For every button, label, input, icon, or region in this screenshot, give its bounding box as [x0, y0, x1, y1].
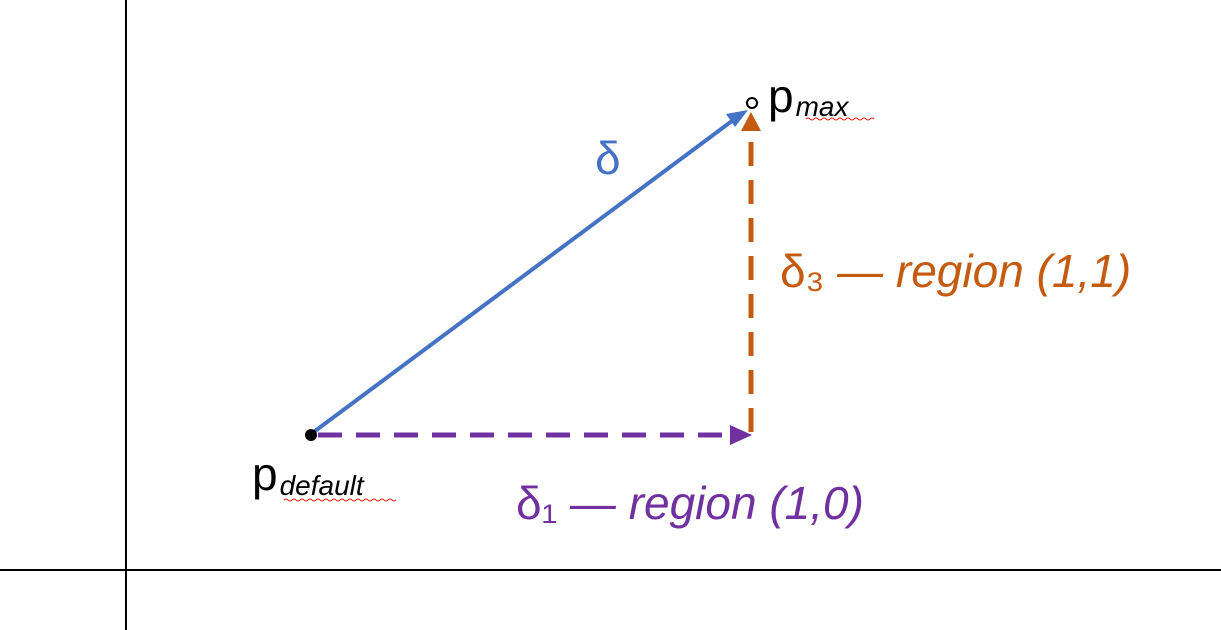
delta3-arrowhead [741, 112, 761, 131]
p-default-subscript: default [280, 470, 365, 501]
p-max-spellcheck-squiggle [805, 117, 875, 121]
delta1-region-text: — region (1,0) [557, 477, 864, 529]
p-max-subscript: max [796, 91, 850, 122]
p-max-point [746, 97, 758, 109]
p-default-base: p [252, 448, 278, 500]
p-max-label: pmax [768, 70, 849, 122]
delta3-symbol: δ₃ [780, 245, 824, 297]
delta-arrowhead [726, 110, 748, 127]
delta-vector-arrow [309, 113, 742, 436]
delta-label: δ [595, 132, 621, 184]
p-default-label: pdefault [252, 448, 365, 501]
p-default-point [305, 429, 317, 441]
delta3-region-text: — region (1,1) [824, 245, 1131, 297]
delta1-label: δ₁ — region (1,0) [516, 477, 864, 529]
delta3-label: δ₃ — region (1,1) [780, 245, 1131, 297]
p-default-spellcheck-squiggle [283, 498, 397, 502]
delta1-symbol: δ₁ [516, 477, 557, 529]
p-max-base: p [768, 70, 794, 122]
delta1-arrowhead [730, 425, 752, 445]
